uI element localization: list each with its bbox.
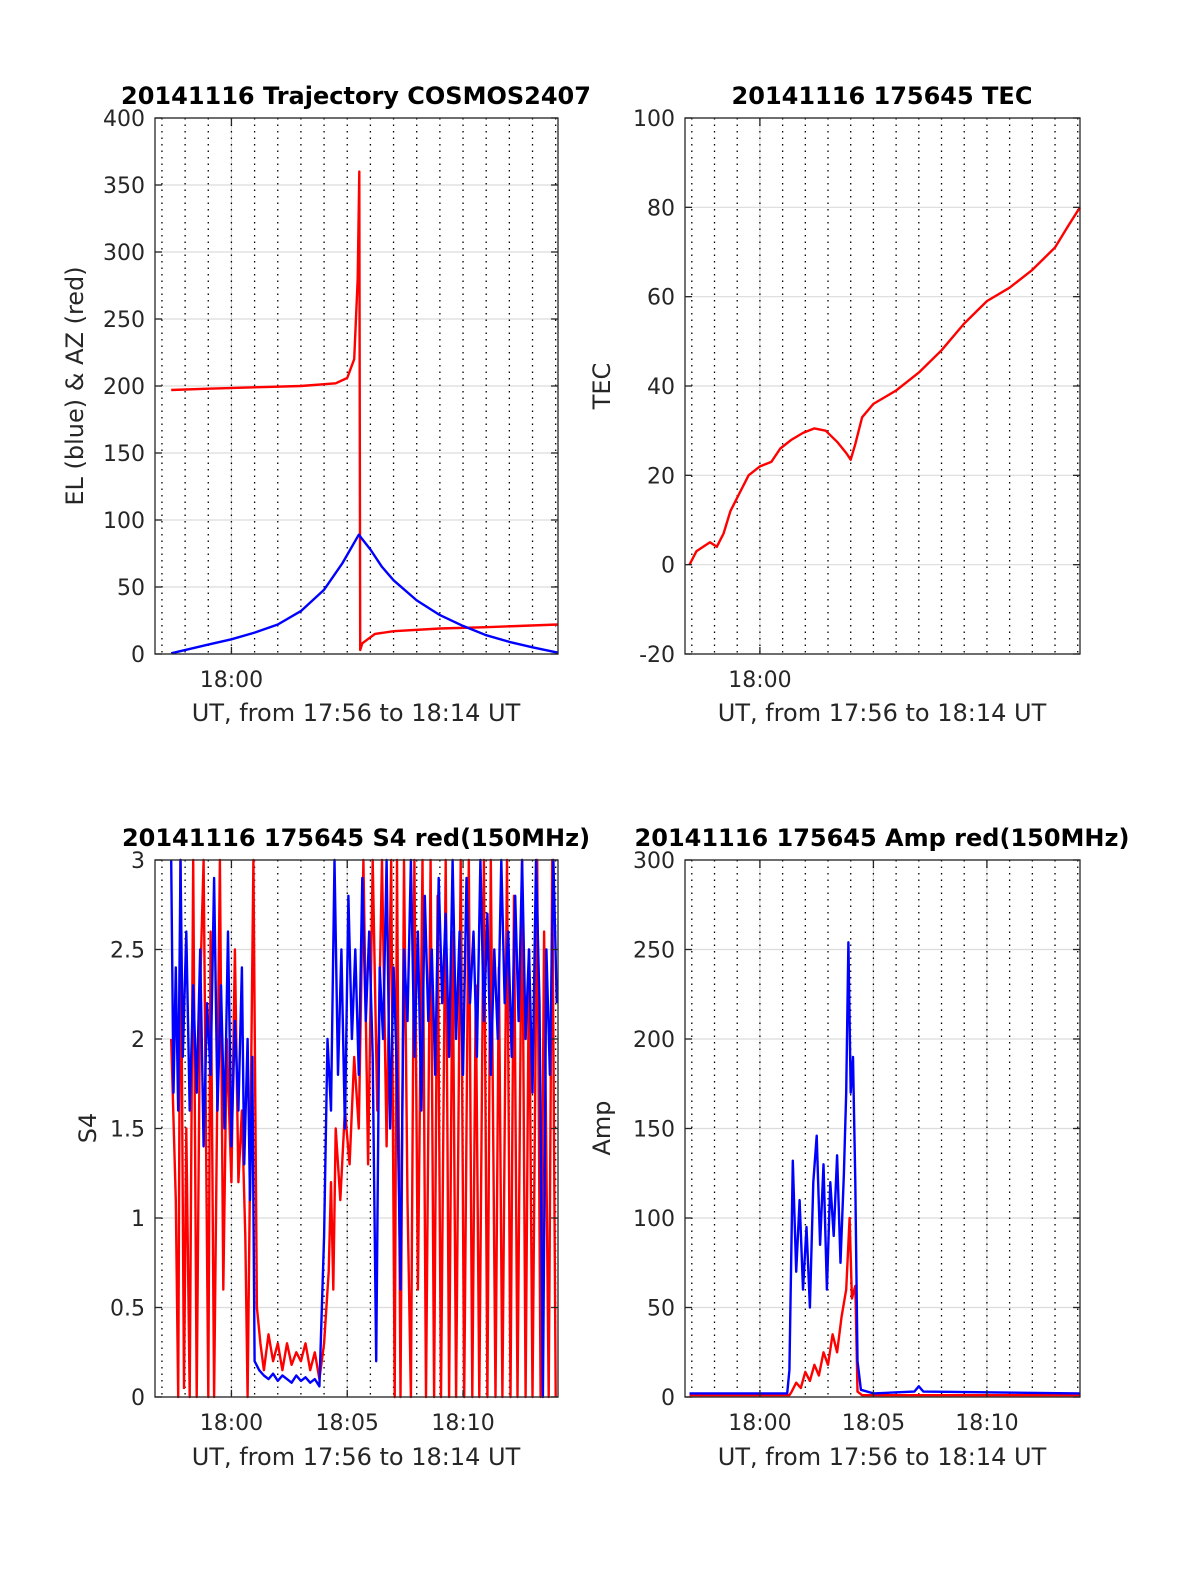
panel-trajectory: 0 50 100 150 200 250 300 350 400 18:00 20141116 T…	[61, 82, 591, 727]
y-tick-label: 0	[661, 1386, 675, 1411]
series-line-1	[170, 858, 558, 1399]
y-tick-label: 1.5	[110, 1118, 145, 1143]
y-tick-label: 2.5	[110, 939, 145, 964]
y-tick-label: 0	[131, 643, 145, 668]
chart-title: 20141116 Trajectory COSMOS2407	[121, 82, 591, 110]
y-tick-label: 150	[103, 442, 145, 467]
series-line-1	[689, 941, 1081, 1395]
x-tick-label: 18:10	[955, 1411, 1018, 1436]
series-line-0	[688, 206, 1082, 566]
y-tick-label: 150	[633, 1118, 675, 1143]
x-tick-label: 18:00	[728, 1411, 791, 1436]
y-tick-label: -20	[639, 643, 675, 668]
y-tick-label: 0.5	[110, 1297, 145, 1322]
y-tick-label: 350	[103, 174, 145, 199]
y-tick-label: 20	[647, 464, 675, 489]
y-tick-label: 300	[633, 849, 675, 874]
x-tick-label: 18:05	[842, 1411, 905, 1436]
y-axis-label: TEC	[588, 363, 616, 411]
y-tick-label: 100	[633, 1207, 675, 1232]
x-tick-label: 18:05	[316, 1411, 379, 1436]
y-tick-label: 50	[117, 576, 145, 601]
x-tick-label: 18:00	[728, 668, 791, 693]
y-tick-label: 300	[103, 241, 145, 266]
x-axis-label: UT, from 17:56 to 18:14 UT	[192, 1443, 521, 1471]
x-tick-label: 18:00	[200, 668, 263, 693]
y-tick-label: 60	[647, 286, 675, 311]
y-tick-label: 200	[633, 1028, 675, 1053]
y-tick-label: 400	[103, 107, 145, 132]
chart-title: 20141116 175645 TEC	[732, 82, 1033, 110]
y-tick-label: 80	[647, 196, 675, 221]
y-tick-label: 200	[103, 375, 145, 400]
chart-title: 20141116 175645 S4 red(150MHz)	[122, 824, 590, 852]
y-tick-label: 100	[633, 107, 675, 132]
y-tick-label: 40	[647, 375, 675, 400]
y-tick-label: 50	[647, 1297, 675, 1322]
chart-title: 20141116 175645 Amp red(150MHz)	[635, 824, 1130, 852]
x-tick-label: 18:10	[431, 1411, 494, 1436]
x-axis-label: UT, from 17:56 to 18:14 UT	[718, 699, 1047, 727]
y-tick-label: 0	[661, 554, 675, 579]
series-line-0	[689, 1216, 1080, 1397]
panel-s4: 0 0.5 1 1.5 2 2.5 3 18:00 18:05 18:10 20141116 17…	[74, 824, 590, 1471]
y-tick-label: 3	[131, 849, 145, 874]
panel-amp: 0 50 100 150 200 250 300 18:00 18:05 18:10 201411…	[588, 824, 1129, 1471]
y-tick-label: 2	[131, 1028, 145, 1053]
y-tick-label: 250	[633, 939, 675, 964]
x-tick-label: 18:00	[200, 1411, 263, 1436]
series-line-1	[170, 533, 559, 655]
y-axis-label: Amp	[588, 1100, 616, 1155]
y-tick-label: 0	[131, 1386, 145, 1411]
y-axis-label: EL (blue) & AZ (red)	[61, 266, 89, 505]
panel-tec: -20 0 20 40 60 80 100 18:00 20141116 175645 TEC…	[588, 82, 1082, 727]
x-axis-label: UT, from 17:56 to 18:14 UT	[192, 699, 521, 727]
y-axis-label: S4	[74, 1113, 102, 1144]
y-tick-label: 250	[103, 308, 145, 333]
y-tick-label: 1	[131, 1207, 145, 1232]
series-line-0	[171, 170, 559, 652]
y-tick-label: 100	[103, 509, 145, 534]
x-axis-label: UT, from 17:56 to 18:14 UT	[718, 1443, 1047, 1471]
